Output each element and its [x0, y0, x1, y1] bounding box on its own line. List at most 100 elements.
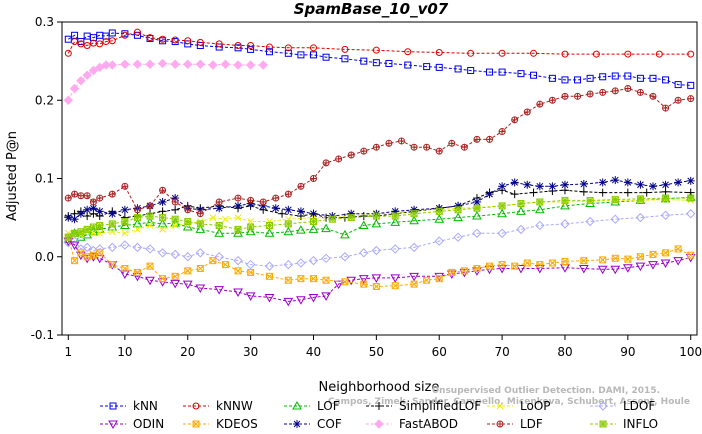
- point-INFLO-32: [586, 196, 594, 204]
- point-KDEOS-38: [548, 259, 556, 267]
- series-line-LDF: [68, 87, 691, 215]
- point-KDEOS-5: [96, 249, 104, 257]
- point-LOF-20: [308, 224, 319, 233]
- point-SimplifiedLOF-38: [623, 188, 632, 197]
- point-LDF-45: [611, 87, 619, 95]
- point-COF-20: [296, 207, 305, 216]
- point-INFLO-13: [196, 220, 204, 228]
- point-ODIN-43: [660, 259, 671, 269]
- point-LDF-9: [146, 202, 154, 210]
- point-LOF-10: [157, 218, 168, 228]
- point-KDEOS-43: [624, 255, 632, 263]
- point-ODIN-21: [321, 292, 331, 301]
- point-LDF-37: [511, 116, 519, 124]
- point-ODIN-41: [635, 262, 646, 272]
- point-LOF-28: [453, 212, 463, 222]
- point-LoOP-4: [90, 229, 97, 237]
- point-KDEOS-23: [341, 278, 349, 286]
- point-KDEOS-35: [511, 262, 519, 270]
- point-INFLO-15: [234, 225, 242, 233]
- point-INFLO-1: [71, 229, 79, 237]
- point-kNN-31: [467, 67, 475, 75]
- point-LDF-14: [215, 198, 223, 206]
- point-kNNW-17: [247, 41, 255, 49]
- point-ODIN-1: [69, 241, 80, 251]
- point-LDF-3: [83, 192, 91, 200]
- point-COF-7: [120, 205, 129, 214]
- point-ODIN-24: [358, 275, 369, 284]
- point-LDF-32: [448, 139, 456, 147]
- point-ODIN-12: [182, 280, 193, 290]
- point-LDOF-24: [371, 245, 382, 256]
- point-COF-29: [472, 197, 481, 206]
- point-LDF-38: [523, 108, 531, 116]
- point-LDF-15: [234, 194, 242, 202]
- point-INFLO-31: [561, 196, 569, 204]
- x-tick-label-3: 30: [243, 345, 258, 359]
- point-ODIN-27: [409, 272, 419, 282]
- point-KDEOS-11: [171, 272, 179, 280]
- point-ODIN-19: [296, 296, 306, 305]
- legend-label-LOF: LOF: [317, 399, 340, 413]
- point-kNNW-29: [592, 50, 600, 58]
- legend-label-COF: COF: [317, 417, 342, 431]
- point-LOF-16: [245, 226, 256, 236]
- point-COF-31: [498, 182, 507, 191]
- point-ODIN-13: [195, 284, 206, 294]
- point-KDEOS-40: [580, 257, 588, 265]
- y-tick-label-3: 0.2: [35, 93, 54, 107]
- point-LDOF-19: [296, 258, 306, 268]
- legend-swatch-marker-SimplifiedLOF: [375, 402, 383, 410]
- point-KDEOS-8: [133, 268, 141, 276]
- point-LDF-46: [624, 85, 632, 93]
- point-LDOF-30: [497, 228, 507, 238]
- point-LDF-20: [297, 182, 305, 190]
- point-LDOF-31: [516, 224, 526, 235]
- point-INFLO-23: [391, 212, 399, 220]
- point-ODIN-18: [283, 297, 294, 307]
- point-kNN-29: [435, 63, 443, 71]
- legend-label-ODIN: ODIN: [133, 417, 164, 431]
- point-kNN-44: [649, 74, 657, 82]
- point-KDEOS-13: [196, 264, 204, 272]
- point-INFLO-36: [687, 194, 695, 202]
- point-LDF-30: [423, 143, 431, 151]
- point-FastABOD-14: [195, 59, 206, 69]
- point-kNN-16: [234, 44, 242, 52]
- point-LDOF-17: [264, 261, 275, 271]
- point-KDEOS-44: [636, 253, 644, 261]
- point-LDOF-36: [635, 212, 646, 223]
- point-kNNW-23: [404, 48, 412, 56]
- y-tick-label-4: 0.3: [35, 15, 54, 29]
- plot-area: [63, 28, 696, 307]
- legend-swatch-marker-FastABOD: [374, 419, 384, 429]
- point-kNN-23: [341, 55, 349, 63]
- x-tick-label-8: 80: [557, 345, 572, 359]
- point-INFLO-20: [328, 215, 336, 223]
- point-kNNW-13: [184, 37, 192, 45]
- point-COF-6: [108, 209, 117, 218]
- legend-entry-LDF: LDF: [487, 417, 543, 431]
- legend-swatch-marker-KDEOS: [192, 420, 200, 428]
- point-LDF-43: [586, 90, 594, 98]
- point-INFLO-2: [77, 228, 85, 236]
- point-KDEOS-26: [391, 282, 399, 290]
- point-FastABOD-13: [183, 59, 193, 69]
- point-LDF-50: [674, 96, 682, 104]
- point-FastABOD-16: [220, 59, 231, 69]
- point-KDEOS-31: [460, 267, 468, 275]
- point-KDEOS-42: [611, 254, 619, 262]
- point-LOF-8: [132, 218, 143, 228]
- point-kNNW-28: [561, 50, 569, 58]
- point-kNN-20: [297, 51, 305, 59]
- point-ODIN-23: [346, 276, 357, 286]
- point-LDOF-33: [560, 219, 570, 229]
- point-KDEOS-10: [159, 275, 167, 283]
- axes: 1 10 20 30 40 50 60 70 80 90 100 -0.1 0.0 0.1 0.2 0.3: [31, 15, 702, 359]
- point-COF-38: [598, 178, 607, 187]
- point-COF-1: [70, 215, 79, 224]
- point-kNN-42: [624, 72, 632, 80]
- point-LDOF-27: [434, 236, 444, 246]
- point-LDOF-3: [82, 242, 92, 253]
- x-tick-label-7: 70: [494, 345, 509, 359]
